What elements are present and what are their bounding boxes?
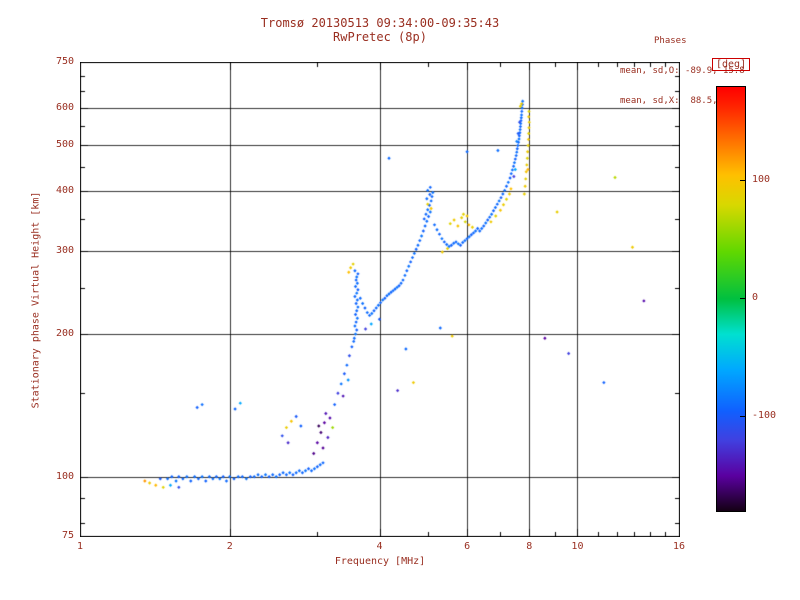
colorbar-tick-mark — [740, 180, 745, 181]
y-tick-label: 200 — [55, 328, 74, 340]
colorbar-gradient — [717, 87, 745, 511]
colorbar-unit-label: [deg] — [712, 58, 751, 71]
scatter-canvas — [80, 62, 680, 537]
x-tick-label: 2 — [226, 541, 233, 552]
colorbar-tick-mark — [740, 298, 745, 299]
y-tick-label: 500 — [55, 139, 74, 151]
y-tick-label: 400 — [55, 185, 74, 197]
colorbar-tick-mark — [740, 416, 745, 417]
plot-title: Tromsø 20130513 09:34:00-09:35:43 — [260, 16, 500, 30]
x-tick-label: 1 — [76, 541, 84, 552]
colorbar-tick-label: -100 — [752, 409, 777, 421]
stats-title: Phases — [654, 36, 687, 46]
y-tick-label: 300 — [55, 244, 74, 256]
colorbar — [716, 86, 746, 512]
plot-titles: Tromsø 20130513 09:34:00-09:35:43 RwPret… — [80, 16, 680, 44]
x-tick-label: 4 — [376, 541, 383, 552]
x-axis-label: Frequency [MHz] — [334, 556, 426, 567]
y-axis-label: Stationary phase Virtual Height [km] — [30, 191, 42, 409]
x-tick-label: 8 — [526, 541, 533, 552]
x-tick-label: 16 — [672, 541, 686, 552]
y-tick-label: 100 — [55, 470, 74, 482]
x-tick-label: 6 — [464, 541, 471, 552]
y-tick-label: 75 — [61, 530, 74, 541]
x-tick-label: 10 — [571, 541, 584, 552]
plot-subtitle: RwPretec (8p) — [333, 30, 427, 44]
y-tick-label: 600 — [55, 101, 74, 113]
colorbar-tick-label: 0 — [752, 292, 759, 303]
colorbar-tick-label: 100 — [752, 174, 771, 186]
y-tick-label: 750 — [55, 56, 74, 67]
